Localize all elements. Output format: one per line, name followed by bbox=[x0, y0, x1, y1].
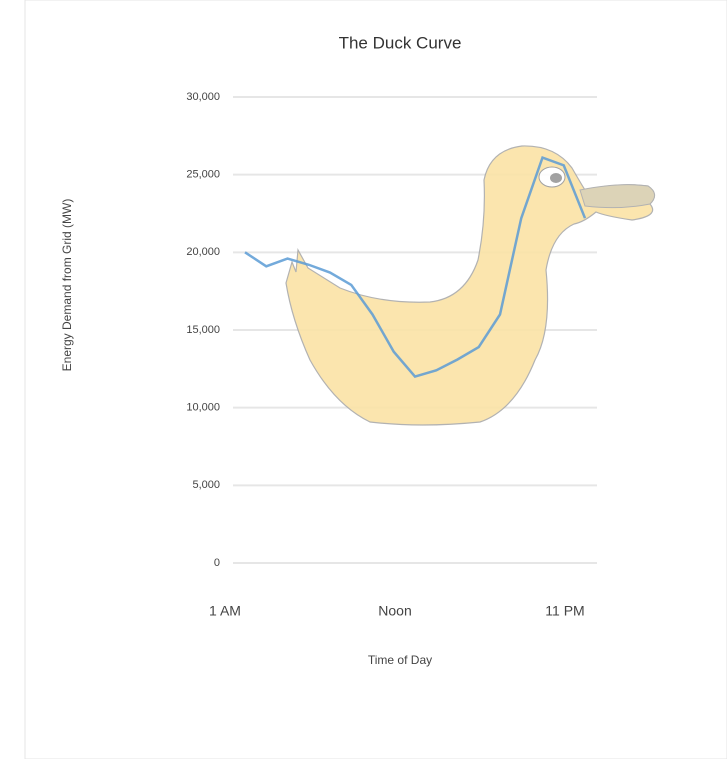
y-tick-label: 5,000 bbox=[192, 479, 220, 491]
y-tick-label: 15,000 bbox=[186, 324, 220, 336]
duck-pupil bbox=[550, 173, 562, 183]
duck-illustration bbox=[285, 145, 656, 426]
y-axis-label: Energy Demand from Grid (MW) bbox=[60, 199, 74, 372]
chart-title: The Duck Curve bbox=[339, 33, 462, 52]
duck-body bbox=[285, 145, 656, 426]
y-tick-label: 20,000 bbox=[186, 246, 220, 258]
y-tick-label: 30,000 bbox=[186, 91, 220, 103]
y-tick-label: 0 bbox=[214, 557, 220, 569]
x-tick-label: 11 PM bbox=[545, 603, 584, 619]
duck-beak bbox=[579, 184, 655, 209]
grid bbox=[233, 96, 597, 564]
x-axis-label: Time of Day bbox=[368, 653, 432, 667]
y-tick-label: 25,000 bbox=[186, 169, 220, 181]
series-line bbox=[244, 155, 587, 379]
x-tick-label: 1 AM bbox=[209, 603, 241, 619]
y-tick-label: 10,000 bbox=[186, 402, 220, 414]
x-tick-label: Noon bbox=[378, 603, 411, 619]
plot bbox=[244, 155, 587, 379]
